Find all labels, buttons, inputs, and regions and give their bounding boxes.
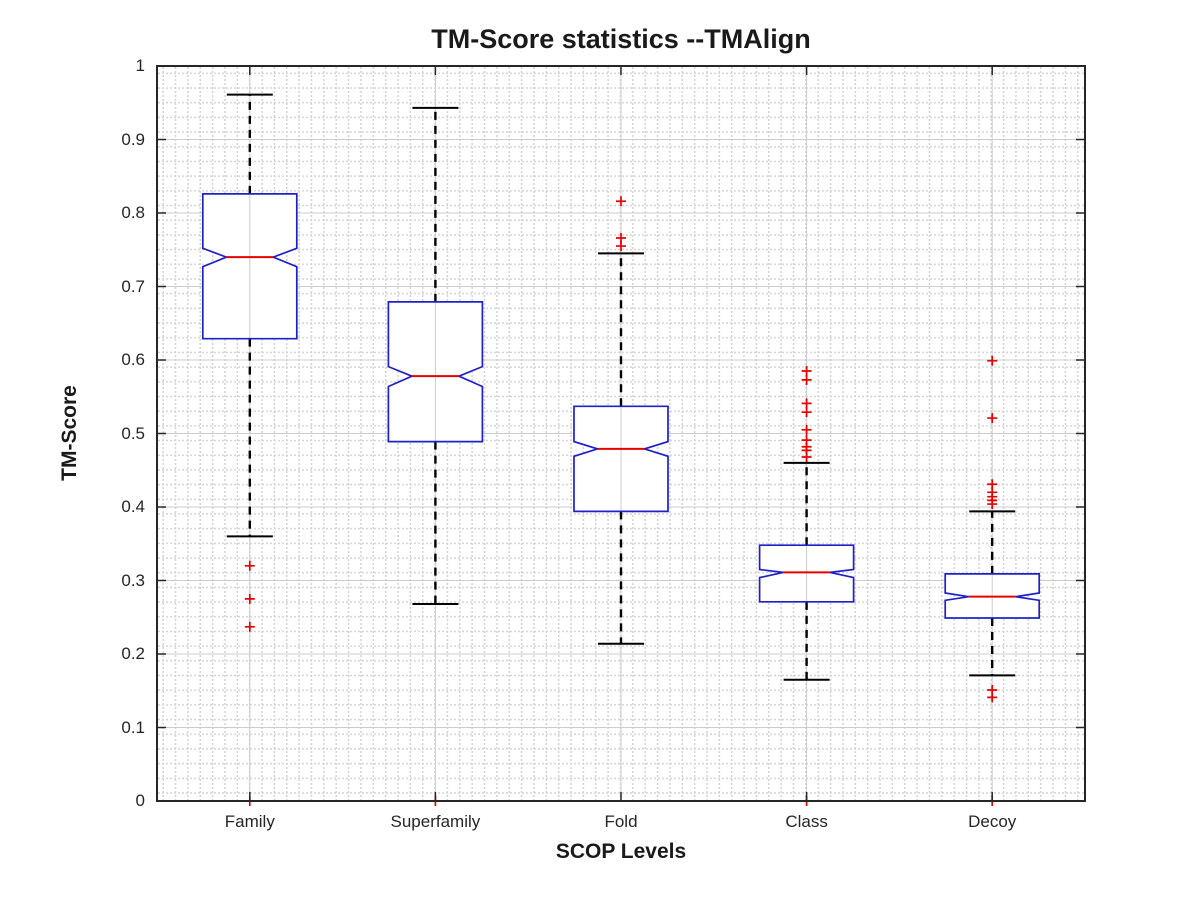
boxplot-canvas [156, 65, 1086, 806]
y-tick-label: 0.6 [121, 350, 145, 369]
notched-box [387, 301, 484, 443]
axes-border [156, 65, 1086, 802]
chart-title: TM-Score statistics --TMAlign [431, 24, 811, 54]
y-tick-label: 0.1 [121, 717, 145, 737]
y-tick-label: 0.9 [121, 129, 145, 149]
notched-box [944, 573, 1041, 619]
y-tick-label: 1 [135, 56, 145, 75]
outliers [801, 366, 812, 806]
outlier-marker [801, 424, 812, 435]
x-tick-label: Fold [604, 812, 638, 831]
y-tick-label: 0.3 [121, 570, 145, 590]
outliers [616, 196, 626, 252]
notched-box [758, 544, 855, 603]
box-group-class [758, 366, 855, 806]
outlier-marker [801, 452, 812, 463]
x-axis-label: SCOP Levels [555, 840, 687, 863]
box-group-decoy [944, 355, 1041, 806]
x-tick-label: Decoy [968, 812, 1017, 831]
x-tick-label: Family [224, 812, 275, 831]
outlier-marker [987, 499, 998, 510]
outlier-marker [801, 366, 812, 377]
outlier-marker [801, 374, 812, 385]
y-tick-label: 0.5 [121, 423, 145, 443]
y-tick-label: 0.7 [121, 276, 145, 296]
notched-box [573, 405, 669, 513]
x-tick-label: Class [785, 812, 828, 831]
outlier-marker [987, 692, 998, 703]
outlier-marker [616, 241, 626, 252]
plot-area [156, 65, 1086, 806]
y-tick-label: 0.2 [121, 644, 145, 663]
outlier-marker [987, 413, 998, 424]
outlier-marker [244, 560, 255, 571]
y-tick-label: 0.8 [121, 203, 145, 222]
outlier-marker [801, 398, 812, 409]
x-tick-label: Superfamily [390, 812, 481, 831]
outlier-marker [987, 355, 998, 366]
outlier-marker [616, 196, 626, 207]
y-tick-label: 0 [135, 791, 145, 810]
box-group-fold [573, 196, 669, 645]
box-group-family [201, 93, 298, 806]
outlier-marker [244, 593, 255, 604]
notched-box [201, 193, 298, 340]
outlier-marker [244, 621, 255, 632]
y-tick-label: 0.4 [121, 497, 145, 516]
outlier-marker [801, 407, 812, 418]
